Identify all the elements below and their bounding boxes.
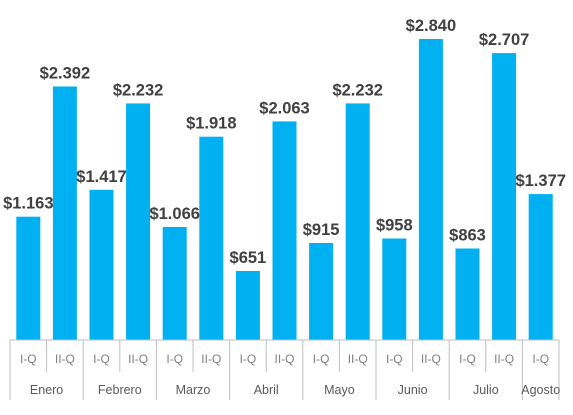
value-label: $1.163 <box>3 195 53 213</box>
value-label: $2.392 <box>40 65 90 83</box>
value-label: $651 <box>230 249 267 267</box>
value-label: $863 <box>449 227 486 245</box>
bar-junio-i-q <box>382 238 407 340</box>
month-label: Enero <box>30 383 63 397</box>
category-axis: I-Q II-Q I-Q II-Q I-Q II-Q I-Q II-Q I-Q II-Q I-Q II… <box>9 339 560 400</box>
bar-agosto-i-q <box>528 194 553 340</box>
sub-category-label: I-Q <box>313 352 330 366</box>
bar-julio-i-q <box>455 248 480 340</box>
sub-category-label: I-Q <box>240 352 257 366</box>
sub-category-label: II-Q <box>201 352 221 366</box>
sub-category-label: I-Q <box>93 352 110 366</box>
bar-febrero-ii-q <box>126 103 151 341</box>
value-label: $915 <box>303 221 340 239</box>
bar-enero-i-q <box>16 216 41 340</box>
value-label: $1.417 <box>76 168 126 186</box>
month-label: Abril <box>254 383 279 397</box>
bar-enero-ii-q <box>52 86 77 340</box>
sub-category-label: II-Q <box>348 352 368 366</box>
month-label: Febrero <box>98 383 142 397</box>
value-label: $2.232 <box>113 81 163 99</box>
value-label: $1.066 <box>149 205 199 223</box>
value-label: $1.918 <box>186 115 236 133</box>
value-labels-layer: $1.163 $2.392 $1.417 $2.232 $1.066 $1.918 $651… <box>3 17 566 267</box>
sub-category-label: II-Q <box>128 352 148 366</box>
sub-category-label: I-Q <box>20 352 37 366</box>
sub-category-label: I-Q <box>532 352 549 366</box>
bars-layer <box>16 39 553 341</box>
month-label: Agosto <box>521 383 560 397</box>
sub-category-label: II-Q <box>55 352 75 366</box>
month-label: Marzo <box>176 383 211 397</box>
value-label: $2.232 <box>332 81 382 99</box>
value-label: $2.840 <box>406 17 456 35</box>
value-label: $958 <box>376 217 413 235</box>
month-label: Mayo <box>324 383 355 397</box>
bar-mayo-ii-q <box>345 103 370 341</box>
bar-junio-ii-q <box>418 39 443 340</box>
value-label: $1.377 <box>515 172 565 190</box>
bar-marzo-i-q <box>162 227 187 340</box>
bar-abril-ii-q <box>272 121 297 341</box>
bar-marzo-ii-q <box>199 136 224 340</box>
bar-julio-ii-q <box>492 53 517 340</box>
sub-category-label: II-Q <box>421 352 441 366</box>
month-label: Julio <box>473 383 499 397</box>
sub-category-label: II-Q <box>494 352 514 366</box>
value-label: $2.063 <box>259 99 309 117</box>
sub-category-label: I-Q <box>166 352 183 366</box>
bar-abril-i-q <box>235 271 260 340</box>
sub-category-label: II-Q <box>275 352 295 366</box>
value-label: $2.707 <box>479 31 529 49</box>
sub-category-label: I-Q <box>459 352 476 366</box>
month-label: Junio <box>398 383 428 397</box>
bar-febrero-i-q <box>89 189 114 340</box>
bar-mayo-i-q <box>309 243 334 340</box>
sub-category-label: I-Q <box>386 352 403 366</box>
